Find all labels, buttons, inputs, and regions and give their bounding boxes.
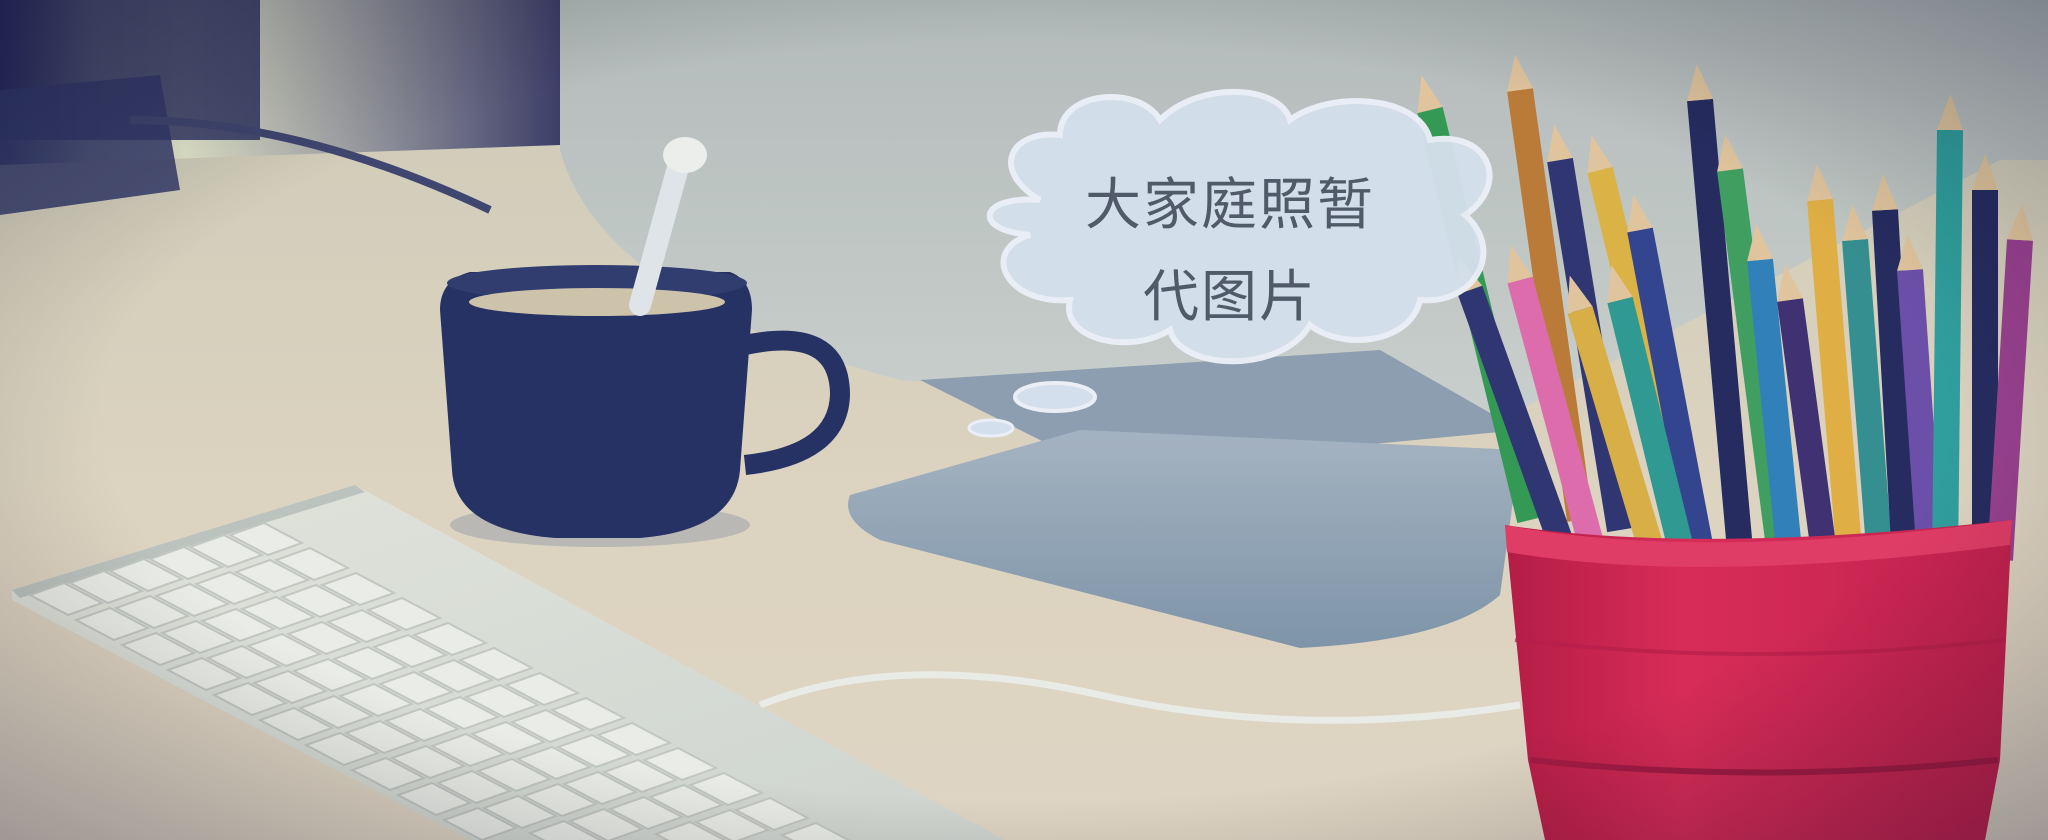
placeholder-caption: 大家庭照暂 代图片: [1000, 160, 1460, 344]
caption-line-1: 大家庭照暂: [1085, 173, 1375, 238]
caption-line-2: 代图片: [1143, 265, 1317, 330]
